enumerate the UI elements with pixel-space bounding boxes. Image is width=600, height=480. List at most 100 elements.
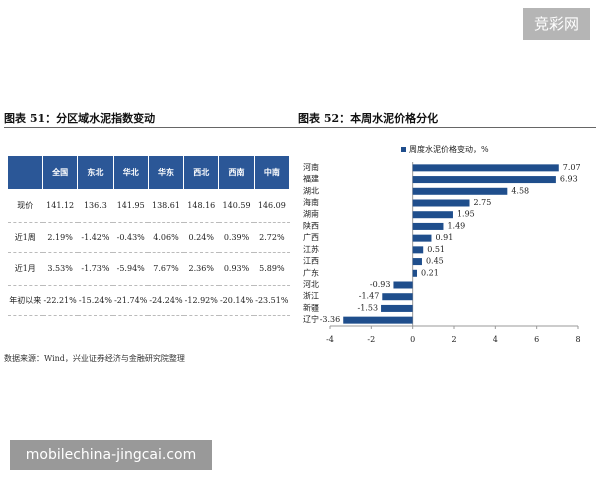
x-tick-label: 0 [410,335,415,344]
table-cell: 148.16 [183,189,219,223]
bar [412,269,418,277]
watermark: 竞彩网 [523,8,590,40]
source: 数据来源：Wind，兴业证券经济与金融研究院整理 [4,354,185,363]
table-cell: 0.39% [218,222,255,253]
category-label: 江西 [303,257,319,266]
value-label: 0.91 [435,233,453,242]
category-label: 福建 [303,174,319,184]
column-header: 华北 [113,156,149,189]
corner-cell [8,156,43,189]
table-cell: -22.21% [42,285,78,316]
left-heading: 图表 51：分区域水泥指数变动 [4,112,156,125]
right-heading: 图表 52：本周水泥价格分化 [298,112,439,125]
bar [382,293,413,301]
column-header: 西南 [218,156,255,189]
table-cell: 140.59 [218,189,255,223]
column-header: 全国 [42,156,79,189]
table-cell: -20.14% [218,285,255,316]
table-cell: -0.43% [113,222,149,253]
bar [412,199,470,207]
row-label: 年初以来 [8,285,43,316]
table-cell: 5.89% [254,252,290,286]
category-label: 湖北 [303,186,319,195]
table-cell: 4.06% [148,222,184,253]
x-tick-label: 2 [451,335,456,344]
table-cell: 141.95 [113,189,149,223]
value-label: -1.47 [359,292,380,301]
value-label: -3.36 [320,315,341,324]
table-cell: 146.09 [254,189,290,223]
bar [393,281,413,289]
table-cell: 141.12 [42,189,78,223]
x-tick-label: 4 [493,335,498,344]
table-cell: -23.51% [254,285,290,316]
table-cell: 2.72% [254,222,290,253]
bar [412,258,422,266]
heading-rule [4,127,596,128]
bar [412,187,508,195]
table-cell: 7.67% [148,252,184,286]
column-header: 东北 [77,156,114,189]
table-row: 年初以来 -22.21% -15.24% -21.74% -24.24% -12.92% -… [8,285,290,316]
bar [343,316,413,324]
column-header: 华东 [148,156,185,189]
table-cell: 0.93% [218,252,255,286]
value-label: -0.93 [370,280,391,289]
value-label: 6.93 [560,175,578,184]
table-row: 现价 141.12 136.3 141.95 138.61 148.16 140.59 146… [8,189,290,223]
column-header: 中南 [254,156,291,189]
table-cell: 3.53% [42,252,78,286]
value-label: 2.75 [474,198,492,207]
bar [412,234,432,242]
value-label: 1.95 [457,210,475,219]
table-cell: 2.19% [42,222,78,253]
category-label: 新疆 [303,302,319,312]
category-label: 浙江 [303,291,319,301]
bar [412,164,559,172]
table-cell: -24.24% [148,285,184,316]
category-label: 陕西 [303,220,319,230]
column-header: 西北 [183,156,220,189]
table-cell: 138.61 [148,189,184,223]
x-tick-label: 8 [575,335,580,344]
value-label: -1.53 [358,303,379,312]
table-row: 近1周 2.19% -1.42% -0.43% 4.06% 0.24% 0.39% 2.72% [8,222,290,253]
x-tick-label: -2 [367,335,375,344]
category-label: 江苏 [303,244,319,254]
table-cell: -21.74% [113,285,149,316]
header-row: 全国 东北 华北 华东 西北 西南 中南 [8,156,291,189]
table-cell: 136.3 [77,189,114,223]
table-cell: -1.73% [77,252,114,286]
legend-swatch [401,147,406,152]
category-label: 河南 [303,162,319,172]
category-label: 海南 [303,197,319,207]
value-label: 0.21 [421,268,439,277]
row-label: 近1月 [8,252,43,286]
value-label: 0.45 [426,257,444,266]
bar [412,211,453,219]
index-table: 全国 东北 华北 华东 西北 西南 中南 现价 141.12 136.3 141.95 138.61 1… [8,156,291,316]
value-label: 4.58 [511,186,529,195]
legend-label: 周度水泥价格变动，% [409,144,489,154]
x-tick-label: -4 [326,335,334,344]
table-row: 近1月 3.53% -1.73% -5.94% 7.67% 2.36% 0.93% 5.89% [8,252,290,286]
footer-watermark: mobilechina-jingcai.com [10,440,212,470]
category-label: 辽宁 [303,314,319,324]
table-cell: -15.24% [77,285,114,316]
bar [412,222,444,230]
value-label: 7.07 [563,163,581,172]
bar [412,176,556,184]
category-label: 河北 [303,279,319,289]
bar [381,304,413,312]
table-cell: 2.36% [183,252,219,286]
x-tick-label: 6 [534,335,539,344]
bar [412,246,424,254]
category-label: 湖南 [303,209,319,219]
category-label: 广西 [303,232,319,242]
category-label: 广东 [303,267,319,277]
table-cell: 0.24% [183,222,219,253]
value-label: 0.51 [427,245,445,254]
row-label: 现价 [8,189,43,223]
